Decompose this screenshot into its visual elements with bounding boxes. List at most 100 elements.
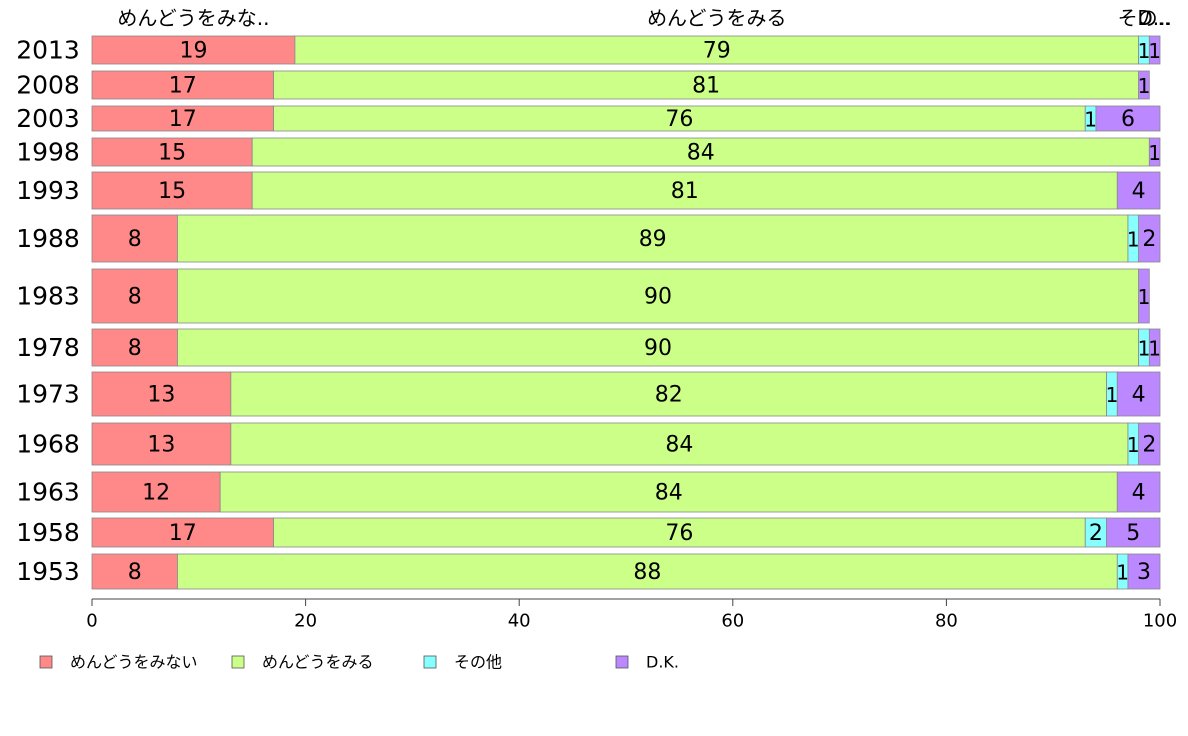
data-label: 1: [1106, 383, 1119, 407]
bar-segment: [1095, 105, 1161, 132]
data-label: 1: [1138, 74, 1151, 98]
data-label: 90: [644, 285, 672, 310]
legend-label: めんどうをみる: [262, 653, 374, 672]
bar-segment: [91, 471, 221, 513]
data-label: 19: [179, 39, 207, 64]
bar-segment: [1138, 214, 1161, 263]
data-label: 12: [142, 481, 170, 506]
bar-segment: [91, 214, 178, 263]
x-tick-label: 20: [294, 611, 317, 632]
data-label: 4: [1132, 179, 1146, 204]
top-header-2: その..: [1118, 6, 1171, 30]
data-label: 6: [1121, 107, 1135, 132]
data-label: 1: [1138, 39, 1151, 63]
data-label: 89: [639, 227, 667, 252]
data-label: 17: [169, 107, 197, 132]
category-label: 1973: [16, 380, 80, 409]
bar-segment: [1148, 35, 1161, 65]
legend-label: めんどうをみない: [70, 653, 198, 672]
data-label: 76: [665, 107, 693, 132]
x-tick-label: 40: [508, 611, 531, 632]
data-label: 8: [128, 336, 142, 361]
data-label: 79: [703, 39, 731, 64]
bar-segment: [91, 105, 274, 132]
data-label: 84: [687, 141, 715, 166]
legend-swatch: [423, 655, 437, 669]
category-label: 1963: [16, 478, 80, 507]
bar-segment: [1116, 171, 1161, 210]
data-label: 8: [128, 560, 142, 585]
x-tick-label: 0: [86, 611, 97, 632]
bar-segment: [1116, 371, 1161, 417]
data-label: 81: [671, 179, 699, 204]
x-tick-label: 60: [721, 611, 744, 632]
bar-segment: [1148, 328, 1161, 367]
bar-segment: [91, 137, 253, 167]
bar-segment: [294, 35, 1140, 65]
bar-segment: [230, 371, 1108, 417]
bar-segment: [273, 517, 1086, 548]
data-label: 1: [1127, 228, 1140, 252]
data-label: 8: [128, 285, 142, 310]
bar-segment: [91, 35, 296, 65]
category-label: 1958: [16, 518, 80, 547]
bar-segment: [177, 328, 1140, 367]
top-header-0: めんどうをみな..: [117, 6, 269, 30]
bar-segment: [1148, 137, 1161, 167]
data-label: 1: [1138, 337, 1151, 361]
data-label: 4: [1132, 481, 1146, 506]
category-label: 1953: [16, 557, 80, 586]
legend-swatch: [615, 655, 629, 669]
data-label: 5: [1126, 521, 1140, 546]
data-label: 13: [147, 433, 175, 458]
data-label: 90: [644, 336, 672, 361]
data-label: 1: [1127, 433, 1140, 457]
data-label: 1: [1148, 39, 1161, 63]
x-tick-label: 100: [1143, 611, 1177, 632]
data-label: 2: [1142, 433, 1156, 458]
category-label: 1968: [16, 430, 80, 459]
legend-swatch: [39, 655, 53, 669]
bar-segment: [177, 553, 1118, 590]
bar-segment: [1127, 553, 1161, 590]
bar-segment: [177, 268, 1140, 324]
data-label: 84: [655, 481, 683, 506]
data-label: 82: [655, 383, 683, 408]
x-tick-label: 80: [935, 611, 958, 632]
category-label: 2013: [16, 36, 80, 65]
data-label: 1: [1148, 337, 1161, 361]
bar-segment: [1138, 422, 1161, 466]
data-label: 1: [1084, 108, 1097, 132]
data-label: 15: [158, 141, 186, 166]
bar-segment: [91, 422, 232, 466]
data-label: 13: [147, 383, 175, 408]
top-header-1: めんどうをみる: [647, 6, 786, 30]
data-label: 84: [665, 433, 693, 458]
category-label: 1983: [16, 282, 80, 311]
bar-segment: [91, 371, 232, 417]
data-label: 76: [665, 521, 693, 546]
legend-label: D.K.: [646, 653, 679, 672]
bar-segment: [251, 171, 1118, 210]
data-label: 88: [633, 560, 661, 585]
data-label: 17: [169, 74, 197, 99]
data-label: 81: [692, 74, 720, 99]
bar-segment: [273, 105, 1086, 132]
legend-label: その他: [454, 653, 502, 672]
data-label: 2: [1089, 521, 1103, 546]
category-label: 2008: [16, 71, 80, 100]
data-label: 1: [1138, 285, 1151, 309]
bar-segment: [1106, 517, 1161, 548]
category-label: 2003: [16, 104, 80, 133]
bar-segment: [1116, 471, 1161, 513]
bar-segment: [251, 137, 1150, 167]
bar-segment: [219, 471, 1118, 513]
legend-swatch: [231, 655, 245, 669]
data-label: 8: [128, 227, 142, 252]
data-label: 4: [1132, 383, 1146, 408]
bar-segment: [230, 422, 1129, 466]
bar-segment: [177, 214, 1129, 263]
data-label: 3: [1137, 560, 1151, 585]
